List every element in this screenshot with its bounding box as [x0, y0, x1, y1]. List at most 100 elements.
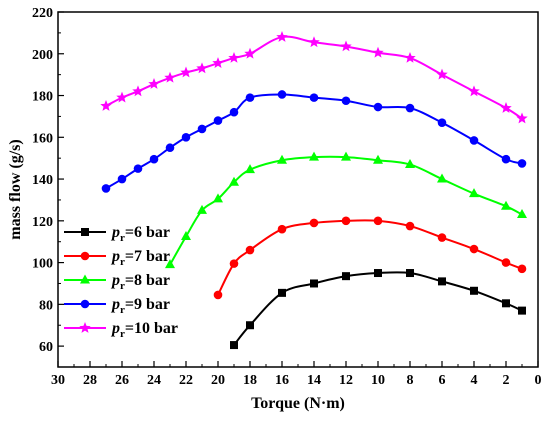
data-point: [436, 68, 448, 80]
data-point: [469, 188, 479, 198]
data-point: [181, 230, 191, 240]
data-point: [277, 154, 287, 164]
data-point: [244, 47, 256, 59]
data-point: [341, 151, 351, 161]
x-tick-label: 12: [339, 373, 353, 388]
data-point: [197, 124, 207, 134]
legend-marker: [81, 228, 89, 236]
data-point: [309, 218, 319, 228]
data-point: [212, 57, 224, 69]
y-tick-label: 80: [39, 298, 53, 313]
data-point: [468, 85, 480, 97]
legend-entry: pr=6 bar: [64, 224, 170, 244]
series-line: [169, 155, 523, 266]
data-point: [373, 216, 383, 226]
legend-entry: pr=10 bar: [64, 320, 178, 340]
legend-marker: [80, 251, 90, 261]
x-tick-label: 20: [211, 373, 225, 388]
y-tick-label: 100: [32, 257, 53, 272]
data-point: [100, 99, 112, 111]
legend-marker: [80, 274, 90, 284]
x-axis-title: Torque (N·m): [251, 395, 345, 412]
legend-label: pr=8 bar: [110, 272, 170, 292]
data-point: [213, 116, 223, 125]
series-6-bar: [230, 269, 526, 350]
data-point: [517, 159, 527, 168]
data-point: [501, 258, 511, 267]
data-point: [213, 290, 223, 300]
data-point: [132, 85, 144, 97]
legend-marker: [79, 322, 91, 333]
data-point: [310, 279, 318, 288]
data-point: [405, 103, 415, 113]
x-tick-label: 22: [179, 373, 193, 388]
series-9-bar: [101, 90, 527, 193]
x-tick-label: 0: [535, 373, 542, 388]
data-point: [165, 143, 175, 153]
series-7-bar: [213, 216, 527, 300]
data-point: [372, 46, 384, 58]
data-point: [246, 321, 254, 330]
data-point: [116, 91, 128, 103]
data-point: [165, 259, 175, 269]
data-point: [437, 173, 447, 183]
data-point: [133, 164, 143, 173]
data-point: [437, 233, 447, 242]
data-point: [117, 174, 127, 184]
data-point: [518, 306, 526, 315]
data-point: [517, 264, 527, 274]
data-point: [228, 51, 240, 63]
legend-entry: pr=7 bar: [64, 248, 170, 268]
y-tick-label: 120: [32, 215, 53, 230]
x-tick-label: 4: [471, 373, 478, 388]
data-point: [406, 269, 414, 278]
legend-entry: pr=8 bar: [64, 272, 170, 292]
series-8-bar: [165, 151, 527, 269]
y-tick-label: 140: [32, 173, 53, 188]
data-point: [278, 288, 286, 297]
y-tick-label: 220: [32, 6, 53, 21]
series-layer: [100, 31, 528, 350]
series-10-bar: [100, 31, 528, 124]
data-point: [502, 299, 510, 308]
legend-label: pr=10 bar: [110, 320, 178, 340]
data-point: [213, 193, 223, 203]
y-tick-label: 160: [32, 131, 53, 146]
series-line: [105, 93, 523, 190]
x-tick-label: 18: [243, 373, 257, 388]
axes: 30 28 26 24 22 20 18 16 14 12 10 8 6 4 2 06080100120140…: [32, 6, 542, 388]
data-point: [149, 154, 159, 164]
data-point: [500, 102, 512, 113]
data-point: [276, 31, 288, 42]
legend: pr=6 bar pr=7 bar pr=8 bar pr=9 bar pr=10 ba…: [64, 224, 178, 340]
data-point: [438, 277, 446, 286]
x-tick-label: 10: [371, 373, 385, 388]
data-point: [405, 158, 415, 168]
data-point: [196, 62, 208, 74]
data-point: [342, 272, 350, 281]
data-point: [245, 164, 255, 174]
series-line: [217, 219, 523, 296]
data-point: [374, 269, 382, 278]
data-point: [180, 66, 192, 78]
legend-label: pr=7 bar: [110, 248, 170, 268]
data-point: [437, 118, 447, 127]
data-point: [164, 71, 176, 83]
data-point: [340, 40, 352, 52]
x-tick-label: 24: [147, 373, 161, 388]
data-point: [277, 90, 287, 99]
x-tick-label: 2: [503, 373, 510, 388]
x-tick-label: 6: [439, 373, 446, 388]
series-line: [233, 271, 523, 346]
data-point: [148, 78, 160, 89]
x-tick-label: 16: [275, 373, 289, 388]
data-point: [469, 136, 479, 145]
data-point: [229, 176, 239, 186]
data-point: [516, 112, 528, 124]
y-tick-label: 200: [32, 48, 53, 63]
legend-label: pr=6 bar: [110, 224, 170, 244]
data-point: [341, 216, 351, 226]
x-tick-label: 26: [115, 373, 129, 388]
legend-entry: pr=9 bar: [64, 296, 170, 316]
